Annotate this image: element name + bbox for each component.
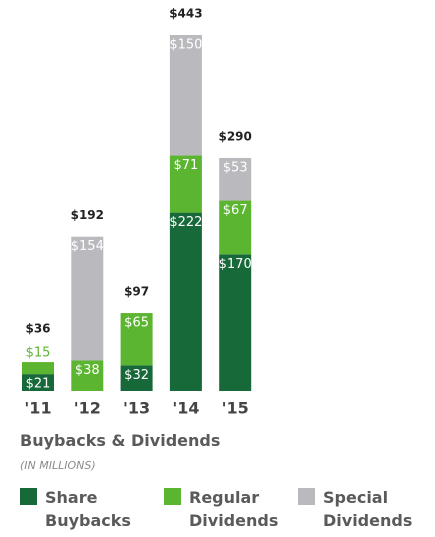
total-label: $36 <box>25 322 50 336</box>
bar-segment <box>71 236 104 361</box>
data-label: $222 <box>169 215 202 230</box>
bar-segment <box>22 374 54 391</box>
data-label: $15 <box>26 346 51 361</box>
total-label: $290 <box>218 129 251 143</box>
legend-item: Regular Dividends <box>164 486 284 532</box>
data-label: $67 <box>223 203 248 218</box>
bar-segment <box>71 360 104 391</box>
legend-label: Special Dividends <box>323 488 413 530</box>
bar-segment <box>219 157 252 201</box>
chart-title: Buybacks & Dividends <box>20 431 221 450</box>
x-tick-label: '11 <box>24 399 51 418</box>
legend-swatch <box>164 488 181 505</box>
legend-swatch <box>20 488 37 505</box>
x-tick-label: '12 <box>74 399 101 418</box>
bar-segment <box>22 362 54 375</box>
legend-item: Share Buybacks <box>20 486 140 532</box>
legend-swatch <box>298 488 315 505</box>
bar-segment <box>219 200 252 255</box>
chart-subtitle: (IN MILLIONS) <box>20 459 96 472</box>
bar-segment <box>120 365 153 391</box>
total-label: $192 <box>71 208 104 222</box>
x-tick-label: '13 <box>123 399 150 418</box>
data-label: $38 <box>75 363 100 378</box>
legend-label: Regular Dividends <box>189 488 279 530</box>
data-label: $150 <box>169 38 202 53</box>
bar-segment <box>120 313 153 366</box>
bar-segment <box>169 35 202 156</box>
x-tick-label: '14 <box>172 399 199 418</box>
chart: $21 $15 $36 '11 $38 $154 $192 '12 $32 $65 $97 '13 $2… <box>22 7 252 418</box>
bar-segment <box>219 254 252 391</box>
legend-item: Special Dividends <box>298 486 418 532</box>
data-label: $32 <box>124 368 149 383</box>
data-label: $21 <box>26 377 51 392</box>
bar-segment <box>169 212 202 391</box>
data-label: $65 <box>124 316 149 331</box>
legend-label: Share Buybacks <box>45 488 131 530</box>
x-tick-label: '15 <box>222 399 249 418</box>
data-label: $154 <box>71 239 104 254</box>
total-label: $443 <box>169 7 202 21</box>
data-label: $53 <box>223 160 248 175</box>
data-label: $170 <box>219 257 252 272</box>
bar-segment <box>169 155 202 213</box>
data-label: $71 <box>173 158 198 173</box>
total-label: $97 <box>124 285 149 299</box>
